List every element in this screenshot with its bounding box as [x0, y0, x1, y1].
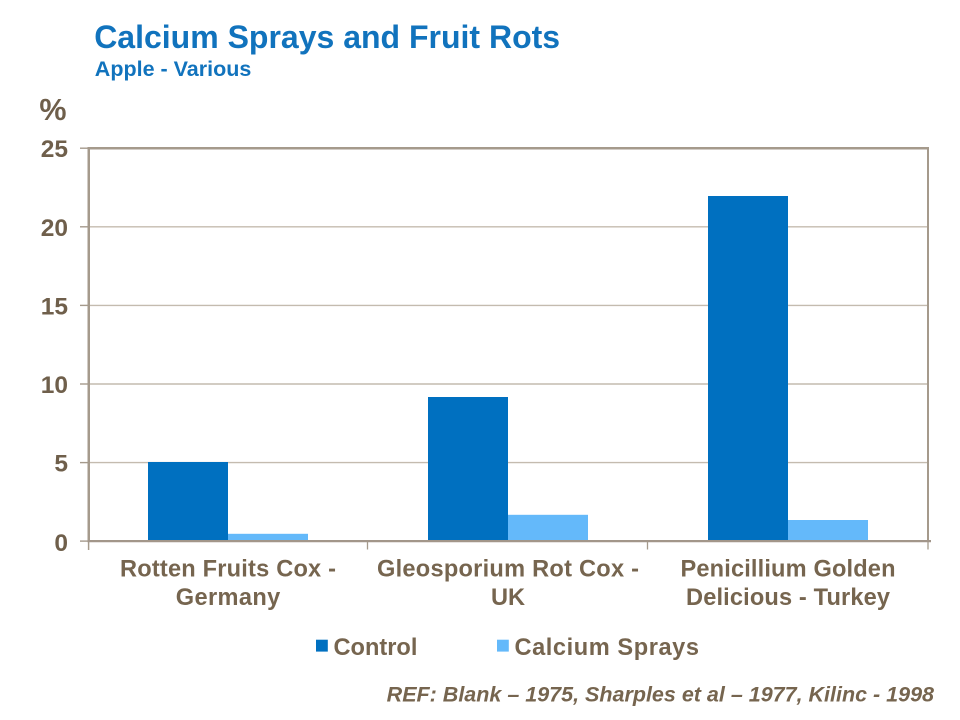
svg-text:Calcium Sprays: Calcium Sprays — [515, 635, 700, 661]
svg-text:20: 20 — [41, 215, 68, 242]
svg-text:Control: Control — [334, 635, 418, 661]
svg-text:10: 10 — [41, 372, 68, 399]
svg-text:%: % — [39, 93, 66, 127]
svg-text:15: 15 — [41, 293, 68, 320]
svg-text:REF: Blank – 1975, Sharples et: REF: Blank – 1975, Sharples et al – 1977… — [387, 683, 934, 707]
svg-text:Germany: Germany — [176, 585, 281, 611]
svg-text:Delicious - Turkey: Delicious - Turkey — [686, 585, 890, 611]
svg-text:Rotten Fruits Cox -: Rotten Fruits Cox - — [120, 557, 336, 583]
svg-text:25: 25 — [41, 136, 68, 163]
svg-text:5: 5 — [54, 451, 68, 478]
svg-text:UK: UK — [491, 585, 525, 611]
svg-text:Penicillium Golden: Penicillium Golden — [681, 557, 896, 583]
svg-text:0: 0 — [54, 530, 68, 557]
svg-text:Calcium Sprays and Fruit Rots: Calcium Sprays and Fruit Rots — [94, 19, 560, 55]
svg-text:Apple - Various: Apple - Various — [95, 57, 252, 81]
svg-text:Gleosporium Rot Cox -: Gleosporium Rot Cox - — [377, 557, 639, 583]
